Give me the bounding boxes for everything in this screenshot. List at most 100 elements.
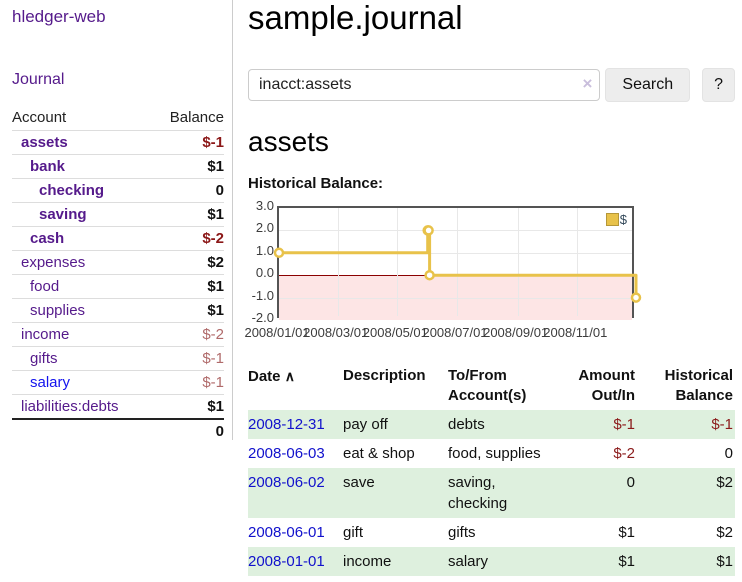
- account-balance: $-1: [152, 346, 224, 371]
- account-row: income $-2: [12, 322, 224, 347]
- account-balance: $-2: [152, 226, 224, 251]
- sidebar-account-link[interactable]: assets: [21, 134, 68, 151]
- v-gridline: [397, 208, 399, 316]
- h-gridline: [279, 252, 632, 254]
- search-input-wrap: ×: [248, 69, 601, 101]
- transaction-accounts: salary: [448, 553, 489, 570]
- sidebar-account-link[interactable]: salary: [30, 374, 71, 391]
- transaction-amount: $1: [618, 524, 635, 541]
- transaction-balance: $1: [716, 553, 733, 570]
- transaction-date-cell: 2008-01-01: [248, 547, 343, 576]
- register-row[interactable]: 2008-06-03 eat & shop food, supplies $-2 0: [248, 439, 735, 468]
- h-gridline: [279, 230, 632, 232]
- account-row: assets $-1: [12, 130, 224, 155]
- sidebar-account-link[interactable]: supplies: [30, 302, 86, 319]
- accounts-total-row: 0: [12, 418, 224, 443]
- sidebar-item-journal[interactable]: Journal: [12, 71, 65, 88]
- account-row: saving $1: [12, 202, 224, 227]
- transaction-description: save: [343, 474, 375, 491]
- transaction-date-cell: 2008-12-31: [248, 410, 343, 439]
- balance-step-line: [279, 228, 638, 298]
- transaction-balance: 0: [724, 445, 733, 462]
- transaction-date-link[interactable]: 2008-06-03: [248, 445, 325, 462]
- sort-ascending-icon: ∧: [284, 368, 295, 384]
- accounts-total-value: 0: [152, 418, 224, 443]
- account-row: supplies $1: [12, 298, 224, 323]
- transaction-amount: 0: [626, 474, 635, 491]
- transaction-description: pay off: [343, 416, 388, 433]
- y-axis-tick-label: 1.0: [255, 242, 274, 258]
- account-balance: $2: [152, 250, 224, 275]
- x-axis-tick-label: 2008/03/01: [303, 325, 369, 340]
- transaction-accounts: gifts: [448, 524, 476, 541]
- account-balance: $1: [152, 298, 224, 323]
- register-row[interactable]: 2008-01-01 income salary $1 $1: [248, 547, 735, 576]
- register-row[interactable]: 2008-06-01 gift gifts $1 $2: [248, 518, 735, 547]
- chart-line-svg: [273, 225, 642, 303]
- account-name-cell: checking: [12, 178, 153, 203]
- account-name-cell: cash: [12, 226, 153, 251]
- sidebar-account-link[interactable]: liabilities:debts: [21, 398, 119, 415]
- legend-swatch-icon: [605, 213, 619, 226]
- register-header-account: To/From Account(s): [448, 367, 527, 404]
- transaction-date-cell: 2008-06-01: [248, 518, 343, 547]
- help-button[interactable]: ?: [702, 68, 735, 102]
- sidebar-account-link[interactable]: checking: [39, 182, 105, 199]
- main-content: sample.journal × Search ? assets Histori…: [244, 0, 735, 576]
- account-balance: $-1: [152, 130, 224, 155]
- sidebar-account-link[interactable]: cash: [30, 230, 65, 247]
- transaction-description: gift: [343, 524, 364, 541]
- transaction-balance: $2: [716, 474, 733, 491]
- sidebar-account-link[interactable]: saving: [39, 206, 87, 223]
- transaction-amount: $1: [618, 553, 635, 570]
- sidebar-account-link[interactable]: income: [21, 326, 70, 343]
- account-row: bank $1: [12, 154, 224, 179]
- register-header-balance: Historical Balance: [664, 367, 733, 404]
- account-name-cell: bank: [12, 154, 153, 179]
- sidebar-account-link[interactable]: gifts: [30, 350, 58, 367]
- transaction-description: eat & shop: [343, 445, 415, 462]
- x-axis-tick-label: 2008/05/01: [362, 325, 428, 340]
- accounts-table: Account Balance assets $-1 bank $1 checking 0…: [12, 106, 224, 443]
- account-balance: $-1: [152, 370, 224, 395]
- transaction-date-link[interactable]: 2008-12-31: [248, 416, 325, 433]
- register-row[interactable]: 2008-12-31 pay off debts $-1 $-1: [248, 410, 735, 439]
- data-point-marker: [424, 269, 435, 281]
- clear-search-icon[interactable]: ×: [582, 74, 593, 93]
- account-row: expenses $2: [12, 250, 224, 275]
- accounts-total-spacer: [12, 418, 153, 443]
- transaction-balance: $2: [716, 524, 733, 541]
- y-axis-tick-label: 0.0: [255, 265, 274, 281]
- data-point-marker: [273, 247, 285, 259]
- sidebar-account-link[interactable]: food: [30, 278, 60, 295]
- account-name-cell: supplies: [12, 298, 153, 323]
- search-button[interactable]: Search: [605, 68, 691, 102]
- sidebar-account-link[interactable]: expenses: [21, 254, 86, 271]
- legend-label: $: [619, 212, 627, 227]
- x-axis-tick-label: 2008/07/01: [422, 325, 488, 340]
- transaction-date-link[interactable]: 2008-06-02: [248, 474, 325, 491]
- account-name-cell: saving: [12, 202, 153, 227]
- register-header-row: Date ∧ Description To/From Account(s) Am…: [248, 362, 735, 410]
- v-gridline: [517, 208, 519, 316]
- account-row: food $1: [12, 274, 224, 299]
- transaction-date-link[interactable]: 2008-06-01: [248, 524, 325, 541]
- brand-link[interactable]: hledger-web: [12, 7, 106, 26]
- account-row: checking 0: [12, 178, 224, 203]
- account-name-cell: food: [12, 274, 153, 299]
- account-row: salary $-1: [12, 370, 224, 395]
- transaction-date-link[interactable]: 2008-01-01: [248, 553, 325, 570]
- account-name-cell: expenses: [12, 250, 153, 275]
- register-row[interactable]: 2008-06-02 save saving, checking 0 $2: [248, 468, 735, 518]
- search-input[interactable]: [248, 69, 601, 101]
- register-header-date[interactable]: Date ∧: [248, 362, 343, 410]
- transaction-description: income: [343, 553, 392, 570]
- account-balance: $1: [152, 202, 224, 227]
- sidebar-account-link[interactable]: bank: [30, 158, 66, 175]
- account-row: cash $-2: [12, 226, 224, 251]
- y-axis-tick-label: -1.0: [251, 287, 274, 303]
- account-balance: 0: [152, 178, 224, 203]
- y-axis-tick-label: 2.0: [255, 220, 274, 236]
- x-axis-tick-label: 2008/01/01: [244, 325, 310, 340]
